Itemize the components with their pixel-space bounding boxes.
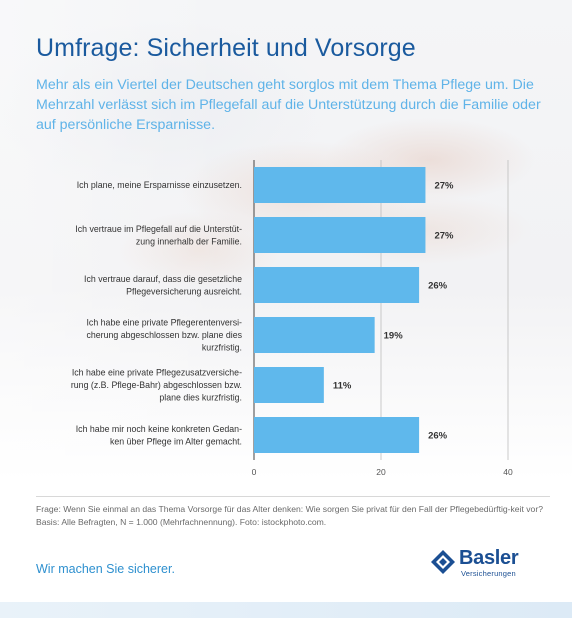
bottom-bar <box>0 602 572 618</box>
category-label: Ich vertraue darauf, dass die gesetzlich… <box>84 274 242 297</box>
category-label-line: rung (z.B. Pflege-Bahr) abgeschlossen bz… <box>71 380 242 390</box>
value-label: 27% <box>434 231 454 242</box>
page-title: Umfrage: Sicherheit und Vorsorge <box>36 34 416 62</box>
value-label: 27% <box>434 181 454 192</box>
x-tick-label: 20 <box>376 467 386 477</box>
bar <box>254 367 324 403</box>
value-label: 19% <box>384 331 404 342</box>
category-label-line: Ich habe mir noch keine konkreten Gedan- <box>76 424 242 434</box>
bar <box>254 317 375 353</box>
category-label-line: zung innerhalb der Familie. <box>136 236 242 246</box>
category-label-line: cherung abgeschlossen bzw. plane dies <box>86 330 242 340</box>
x-tick-label: 0 <box>252 467 257 477</box>
bar <box>254 217 426 253</box>
divider <box>36 496 550 497</box>
page-subtitle: Mehr als ein Viertel der Deutschen geht … <box>36 77 541 133</box>
category-label-line: Ich plane, meine Ersparnisse einzusetzen… <box>77 180 242 190</box>
category-label-line: kurzfristig. <box>202 343 242 353</box>
bar <box>254 267 420 303</box>
bar <box>254 417 420 453</box>
value-label: 11% <box>333 381 352 392</box>
logo-subtitle: Versicherungen <box>461 569 516 578</box>
category-label-line: Ich habe eine private Pflegezusatzversic… <box>72 368 242 378</box>
value-label: 26% <box>428 281 448 292</box>
value-label: 26% <box>428 431 448 442</box>
category-label-line: ken über Pflege im Alter gemacht. <box>110 436 242 446</box>
logo-name: Basler <box>459 547 519 569</box>
category-label: Ich habe mir noch keine konkreten Gedan-… <box>76 424 242 447</box>
bar <box>254 167 426 203</box>
slogan: Wir machen Sie sicherer. <box>36 562 175 576</box>
category-label-line: Pflegeversicherung ausreicht. <box>126 286 242 296</box>
category-label-line: Ich habe eine private Pflegerentenversi- <box>86 318 242 328</box>
basler-logo-icon <box>431 550 455 574</box>
category-label: Ich habe eine private Pflegezusatzversic… <box>71 368 242 403</box>
category-label-line: plane dies kurzfristig. <box>159 393 242 403</box>
category-label: Ich plane, meine Ersparnisse einzusetzen… <box>77 180 242 190</box>
footnote: Frage: Wenn Sie einmal an das Thema Vors… <box>36 504 543 527</box>
category-label: Ich vertraue im Pflegefall auf die Unter… <box>75 224 242 247</box>
category-label: Ich habe eine private Pflegerentenversi-… <box>86 318 242 353</box>
category-label-line: Ich vertraue im Pflegefall auf die Unter… <box>75 224 242 234</box>
x-tick-label: 40 <box>503 467 513 477</box>
category-label-line: Ich vertraue darauf, dass die gesetzlich… <box>84 274 242 284</box>
bar-chart: 0 20 40 27% Ich plane, meine Ersparnisse ein… <box>71 160 513 477</box>
basler-logo: Basler Versicherungen <box>430 547 540 583</box>
